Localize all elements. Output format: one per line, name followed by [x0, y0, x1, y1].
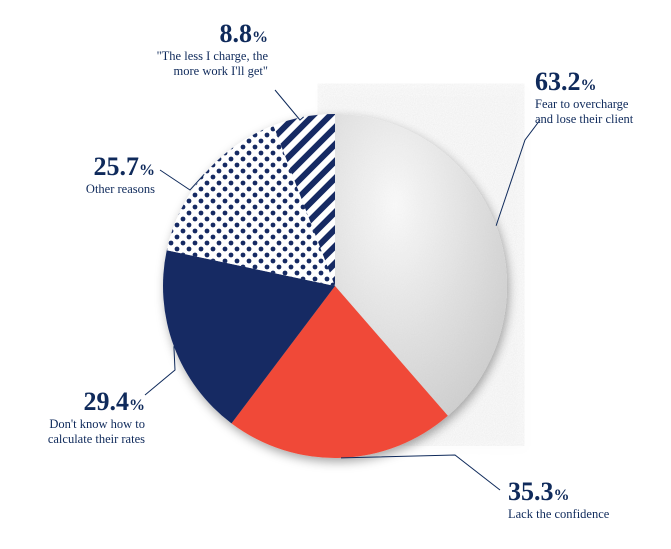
label-dont-know-rates-line0: Don't know how to: [49, 417, 145, 431]
label-lack-confidence-line0: Lack the confidence: [508, 507, 610, 521]
leader-fear-overcharge: [496, 120, 540, 226]
pct-dont-know-rates: 29.4%: [84, 387, 146, 416]
label-fear-overcharge-line0: Fear to overcharge: [535, 97, 629, 111]
label-dont-know-rates-line1: calculate their rates: [48, 432, 145, 446]
pct-less-charge: 8.8%: [220, 19, 269, 48]
leader-less-charge: [275, 90, 304, 120]
pct-other-reasons: 25.7%: [94, 152, 156, 181]
pct-fear-overcharge: 63.2%: [535, 67, 597, 96]
label-other-reasons-line0: Other reasons: [86, 182, 155, 196]
pct-lack-confidence: 35.3%: [508, 477, 570, 506]
leader-lack-confidence: [341, 455, 500, 490]
leader-dont-know-rates: [145, 346, 175, 395]
label-fear-overcharge-line1: and lose their client: [535, 112, 634, 126]
label-less-charge-line1: more work I'll get": [174, 64, 268, 78]
label-less-charge-line0: "The less I charge, the: [157, 49, 269, 63]
pie-chart: 63.2%Fear to overchargeand lose their cl…: [0, 0, 671, 549]
